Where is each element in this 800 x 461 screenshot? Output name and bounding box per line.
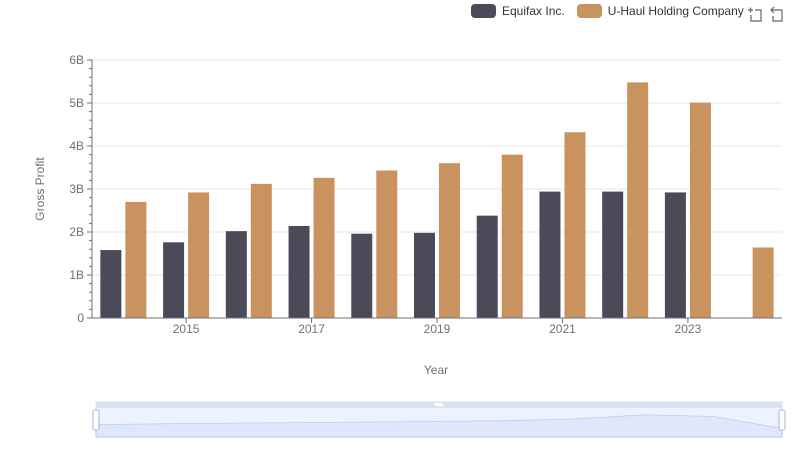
zoom-drag-grip[interactable] xyxy=(435,403,443,406)
bar-equifax-2021[interactable] xyxy=(539,191,561,318)
bar-uhaul-2019[interactable] xyxy=(439,163,460,318)
zoom-handle-right[interactable] xyxy=(778,409,786,431)
toolbox xyxy=(746,5,790,23)
bar-uhaul-2015[interactable] xyxy=(188,192,210,318)
y-tick-label: 0 xyxy=(77,311,84,325)
bar-equifax-2016[interactable] xyxy=(225,231,247,318)
x-tick-label: 2017 xyxy=(298,322,325,336)
bar-equifax-2019[interactable] xyxy=(414,232,435,318)
bar-equifax-2018[interactable] xyxy=(351,233,373,318)
bar-uhaul-2020[interactable] xyxy=(501,154,523,318)
zoom-reset-icon[interactable] xyxy=(768,5,786,23)
zoom-selection[interactable] xyxy=(96,402,782,437)
bar-equifax-2015[interactable] xyxy=(163,242,185,318)
bar-uhaul-2016[interactable] xyxy=(250,183,272,318)
x-tick-label: 2021 xyxy=(549,322,576,336)
y-axis: 0 1B 2B 3B 4B 5B 6B xyxy=(69,53,93,325)
y-tick-label: 4B xyxy=(69,139,84,153)
bar-equifax-2022[interactable] xyxy=(602,191,624,318)
legend-label-uhaul: U-Haul Holding Company xyxy=(607,4,744,18)
x-axis-title: Year xyxy=(424,363,448,377)
legend-swatch-equifax xyxy=(471,4,496,18)
legend-item-uhaul[interactable]: U-Haul Holding Company xyxy=(576,4,744,18)
bar-equifax-2014[interactable] xyxy=(100,250,122,318)
bar-equifax-2023[interactable] xyxy=(664,192,686,318)
bar-uhaul-2017[interactable] xyxy=(313,177,335,318)
y-tick-label: 5B xyxy=(69,96,84,110)
y-tick-label: 6B xyxy=(69,53,84,67)
zoom-handle-left[interactable] xyxy=(92,409,100,431)
legend-label-equifax: Equifax Inc. xyxy=(502,4,565,18)
bar-uhaul-2021[interactable] xyxy=(564,132,586,318)
legend: Equifax Inc. U-Haul Holding Company xyxy=(471,4,756,18)
legend-swatch-uhaul xyxy=(576,4,602,18)
data-zoom-slider[interactable] xyxy=(92,401,786,438)
x-tick-label: 2015 xyxy=(173,322,200,336)
zoom-select-icon[interactable] xyxy=(746,5,764,23)
bar-uhaul-2024[interactable] xyxy=(752,247,774,318)
bars xyxy=(100,82,774,318)
y-tick-label: 3B xyxy=(69,182,84,196)
bar-uhaul-2018[interactable] xyxy=(376,170,398,318)
y-tick-label: 2B xyxy=(69,225,84,239)
y-axis-title: Gross Profit xyxy=(33,157,47,221)
bar-equifax-2020[interactable] xyxy=(476,215,498,318)
x-tick-label: 2019 xyxy=(424,322,451,336)
bar-equifax-2017[interactable] xyxy=(288,225,310,318)
legend-item-equifax[interactable]: Equifax Inc. xyxy=(471,4,565,18)
x-axis: 2015 2017 2019 2021 2023 xyxy=(92,317,782,336)
bar-uhaul-2023[interactable] xyxy=(689,102,711,318)
bar-uhaul-2014[interactable] xyxy=(125,201,147,318)
x-tick-label: 2023 xyxy=(675,322,702,336)
bar-uhaul-2022[interactable] xyxy=(627,82,649,318)
y-tick-label: 1B xyxy=(69,268,84,282)
